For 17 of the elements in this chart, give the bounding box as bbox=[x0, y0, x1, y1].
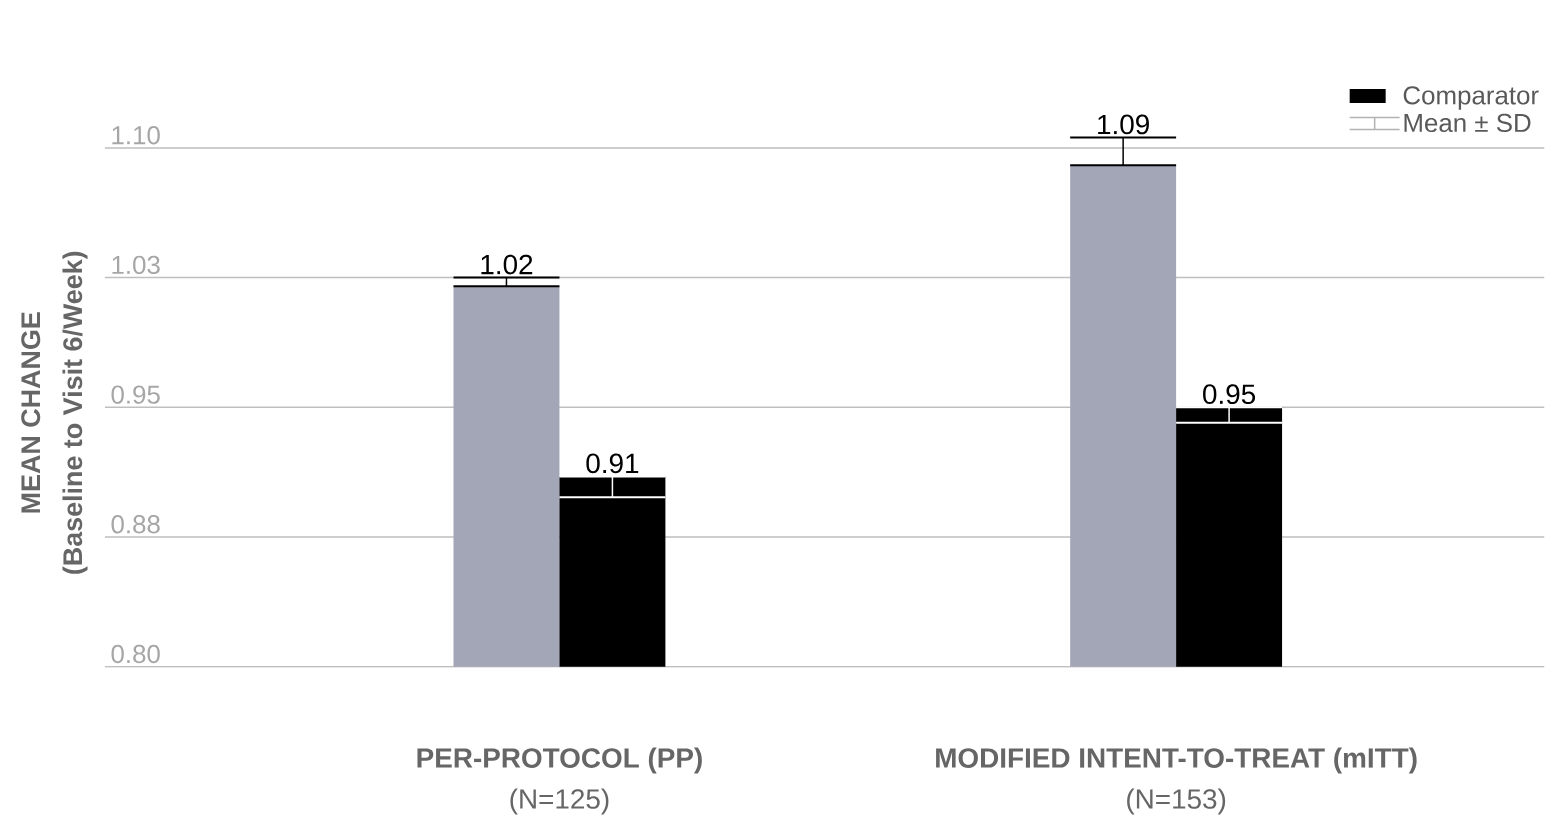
data-label: 0.91 bbox=[586, 453, 639, 474]
text: Mean ± SD bbox=[1404, 113, 1531, 133]
x-tick-label: MODIFIED INTENT-TO-TREAT (mITT) bbox=[936, 747, 1417, 774]
data-label: 0.95 bbox=[1203, 384, 1256, 405]
y-tick-label: 1.10 bbox=[112, 126, 160, 145]
text: (N=153) bbox=[1127, 788, 1226, 815]
y-tick-label: 0.80 bbox=[111, 645, 160, 664]
data-label: 1.09 bbox=[1098, 114, 1149, 135]
x-tick-label: PER-PROTOCOL (PP) bbox=[417, 747, 702, 774]
text: (Baseline to Visit 6/Week) bbox=[62, 251, 88, 575]
y-axis-title: MEAN CHANGE bbox=[21, 312, 41, 513]
data-label: 1.02 bbox=[481, 254, 533, 275]
legend-label: Comparator bbox=[1403, 86, 1539, 110]
y-tick-label: 0.88 bbox=[111, 515, 160, 534]
text: (N=125) bbox=[510, 788, 609, 815]
y-tick-label: 0.95 bbox=[111, 385, 160, 404]
y-tick-label: 1.03 bbox=[112, 255, 160, 275]
